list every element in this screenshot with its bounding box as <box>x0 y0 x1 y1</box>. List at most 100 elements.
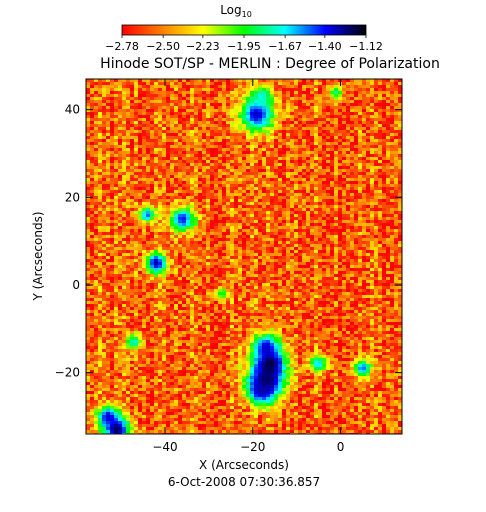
heatmap-cell <box>306 256 311 260</box>
heatmap-cell <box>334 196 339 200</box>
heatmap-cell <box>230 178 235 182</box>
heatmap-cell <box>350 124 355 128</box>
heatmap-cell <box>150 145 155 149</box>
heatmap-cell <box>222 151 227 155</box>
heatmap-cell <box>186 175 191 179</box>
heatmap-cell <box>230 259 235 263</box>
heatmap-cell <box>282 172 287 176</box>
heatmap-cell <box>138 208 143 212</box>
heatmap-cell <box>254 151 259 155</box>
heatmap-cell <box>330 145 335 149</box>
heatmap-cell <box>334 130 339 134</box>
heatmap-cell <box>174 157 179 161</box>
heatmap-cell <box>378 265 383 269</box>
heatmap-cell <box>346 106 351 110</box>
heatmap-cell <box>310 88 315 92</box>
heatmap-cell <box>250 109 255 113</box>
heatmap-cell <box>298 223 303 227</box>
heatmap-cell <box>274 115 279 119</box>
heatmap-cell <box>126 226 131 230</box>
heatmap-cell <box>294 169 299 173</box>
heatmap-cell <box>166 103 171 107</box>
heatmap-cell <box>350 103 355 107</box>
heatmap-cell <box>182 124 187 128</box>
heatmap-cell <box>234 163 239 167</box>
heatmap-cell <box>306 115 311 119</box>
heatmap-cell <box>182 112 187 116</box>
heatmap-cell <box>270 109 275 113</box>
heatmap-cell <box>310 205 315 209</box>
heatmap-cell <box>378 202 383 206</box>
heatmap-cell <box>262 190 267 194</box>
heatmap-cell <box>238 241 243 245</box>
heatmap-cell <box>90 175 95 179</box>
heatmap-cell <box>282 187 287 191</box>
heatmap-cell <box>202 244 207 248</box>
heatmap-cell <box>230 100 235 104</box>
heatmap-cell <box>90 85 95 89</box>
heatmap-cell <box>178 244 183 248</box>
heatmap-cell <box>382 121 387 125</box>
heatmap-cell <box>202 232 207 236</box>
heatmap-cell <box>302 205 307 209</box>
heatmap-cell <box>206 187 211 191</box>
heatmap-cell <box>326 205 331 209</box>
heatmap-cell <box>182 211 187 215</box>
heatmap-cell <box>206 217 211 221</box>
heatmap-cell <box>350 226 355 230</box>
heatmap-cell <box>242 151 247 155</box>
heatmap-cell <box>114 205 119 209</box>
heatmap-cell <box>310 187 315 191</box>
heatmap-cell <box>90 163 95 167</box>
heatmap-cell <box>162 103 167 107</box>
heatmap-cell <box>126 100 131 104</box>
heatmap-cell <box>114 235 119 239</box>
heatmap-cell <box>302 244 307 248</box>
heatmap-cell <box>258 235 263 239</box>
heatmap-cell <box>362 154 367 158</box>
heatmap-cell <box>298 196 303 200</box>
heatmap-cell <box>182 133 187 137</box>
heatmap-cell <box>186 205 191 209</box>
heatmap-cell <box>378 193 383 197</box>
heatmap-cell <box>250 112 255 116</box>
heatmap-cell <box>326 115 331 119</box>
heatmap-cell <box>178 226 183 230</box>
heatmap-cell <box>270 208 275 212</box>
heatmap-cell <box>186 190 191 194</box>
heatmap-cell <box>110 205 115 209</box>
heatmap-cell <box>334 220 339 224</box>
heatmap-cell <box>382 196 387 200</box>
heatmap-cell <box>282 127 287 131</box>
heatmap-cell <box>322 172 327 176</box>
heatmap-cell <box>218 139 223 143</box>
heatmap-cell <box>202 205 207 209</box>
heatmap-cell <box>382 214 387 218</box>
heatmap-cell <box>334 217 339 221</box>
heatmap-cell <box>306 184 311 188</box>
heatmap-cell <box>302 181 307 185</box>
heatmap-cell <box>342 130 347 134</box>
heatmap-cell <box>106 247 111 251</box>
heatmap-cell <box>326 100 331 104</box>
heatmap-cell <box>310 220 315 224</box>
heatmap-cell <box>222 217 227 221</box>
heatmap-cell <box>150 115 155 119</box>
heatmap-cell <box>282 193 287 197</box>
heatmap-cell <box>202 235 207 239</box>
heatmap-cell <box>114 154 119 158</box>
heatmap-cell <box>342 142 347 146</box>
heatmap-cell <box>142 148 147 152</box>
heatmap-cell <box>342 109 347 113</box>
heatmap-cell <box>118 181 123 185</box>
heatmap-cell <box>398 220 402 224</box>
heatmap-cell <box>346 247 351 251</box>
heatmap-cell <box>218 247 223 251</box>
heatmap-cell <box>178 139 183 143</box>
heatmap-cell <box>98 91 103 95</box>
heatmap-cell <box>334 91 339 95</box>
heatmap-cell <box>206 82 211 86</box>
heatmap-cell <box>154 121 159 125</box>
heatmap-cell <box>114 232 119 236</box>
heatmap-cell <box>274 127 279 131</box>
